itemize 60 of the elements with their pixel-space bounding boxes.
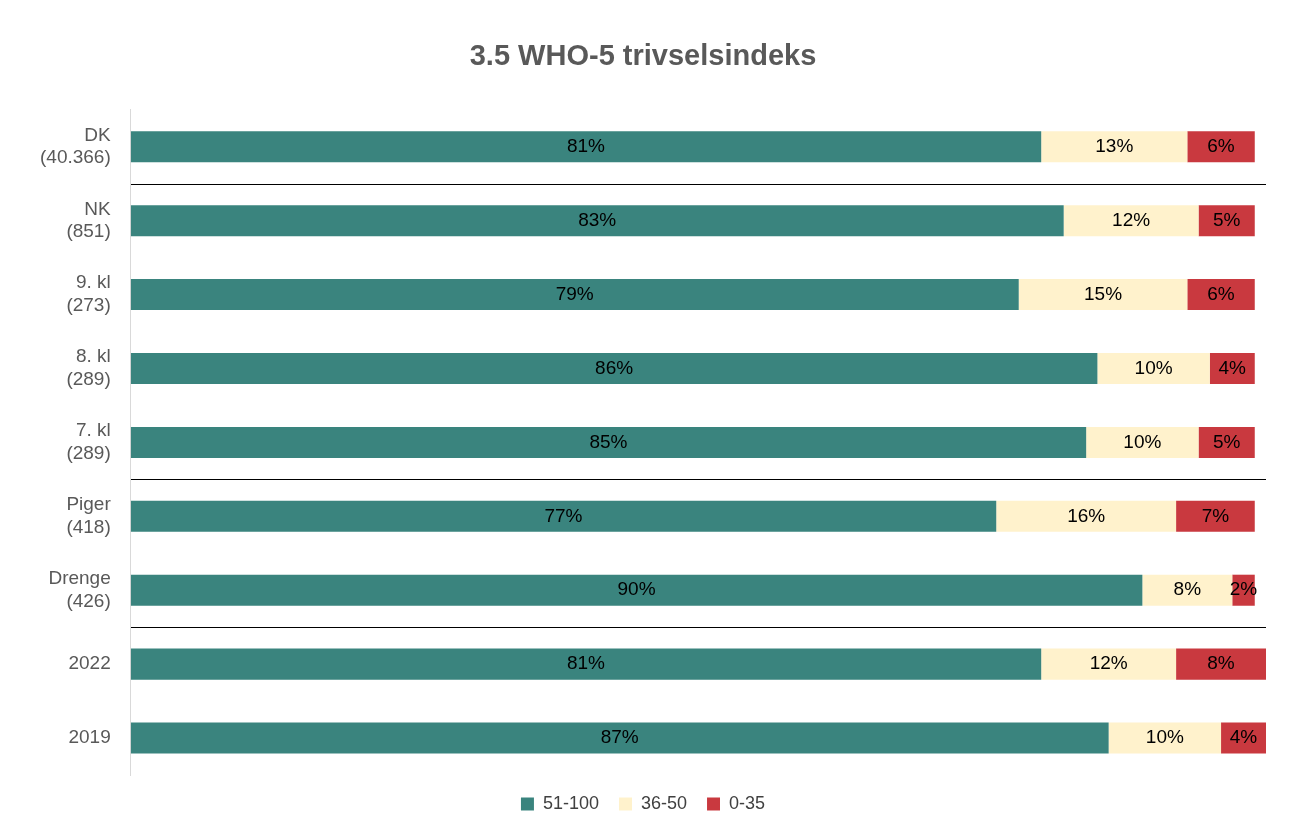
chart-title: 3.5 WHO-5 trivselsindeks	[469, 39, 817, 72]
data-label: 81%	[566, 652, 606, 674]
data-label: 5%	[1212, 430, 1241, 452]
data-label: 7%	[1201, 504, 1230, 526]
bar	[1187, 131, 1255, 163]
bar	[996, 500, 1177, 532]
y-tick-label: NK (851)	[66, 197, 112, 242]
bar	[130, 500, 997, 532]
data-label: 90%	[617, 578, 656, 600]
y-tick-label: Drenge (426)	[48, 567, 111, 611]
legend-label: 51-100	[542, 792, 600, 813]
bar	[130, 131, 1042, 163]
y-tick-label: 9. kl (273)	[66, 271, 111, 316]
data-label: 83%	[578, 208, 617, 230]
data-label: 87%	[600, 726, 639, 748]
data-label: 77%	[544, 504, 583, 526]
data-label: 6%	[1207, 282, 1235, 304]
data-label: 6%	[1207, 134, 1235, 156]
bar	[1063, 205, 1199, 237]
bar	[1176, 648, 1266, 680]
bar	[130, 574, 1143, 606]
data-label: 4%	[1229, 726, 1258, 748]
y-tick-label: DK (40.366)	[39, 123, 112, 168]
legend-label: 36-50	[640, 792, 688, 813]
bar	[1097, 352, 1210, 385]
data-label: 8%	[1173, 578, 1202, 600]
bar	[1018, 279, 1188, 311]
bar	[1041, 648, 1177, 680]
bar	[1086, 426, 1199, 458]
data-label: 12%	[1089, 652, 1128, 674]
bar	[1187, 279, 1255, 311]
data-label: 5%	[1212, 208, 1241, 230]
legend-label: 0-35	[729, 792, 766, 813]
data-label: 79%	[555, 282, 594, 304]
data-label: 10%	[1145, 726, 1184, 748]
y-tick-label: 8. kl (289)	[66, 345, 111, 390]
bar	[130, 279, 1019, 311]
data-label: 10%	[1134, 356, 1173, 378]
data-label: 4%	[1218, 356, 1247, 378]
bar	[130, 648, 1042, 680]
bar	[130, 205, 1064, 237]
y-tick-label: Piger (418)	[66, 493, 112, 537]
bar	[1041, 131, 1188, 163]
data-label: 8%	[1207, 652, 1235, 674]
bar	[130, 426, 1087, 458]
bar	[130, 352, 1098, 385]
data-label: 13%	[1095, 134, 1134, 156]
y-tick-label: 7. kl (289)	[66, 419, 111, 464]
y-tick-label: 2022	[68, 652, 111, 674]
y-tick-label: 2019	[68, 726, 111, 748]
data-label: 81%	[566, 134, 606, 156]
data-label: 10%	[1123, 430, 1162, 452]
data-label: 15%	[1084, 282, 1123, 304]
data-label: 85%	[589, 430, 628, 452]
data-label: 12%	[1112, 208, 1151, 230]
data-label: 86%	[595, 356, 634, 378]
bar	[1176, 500, 1255, 532]
data-label: 16%	[1067, 504, 1106, 526]
bar	[1108, 722, 1222, 754]
bar	[130, 722, 1109, 754]
